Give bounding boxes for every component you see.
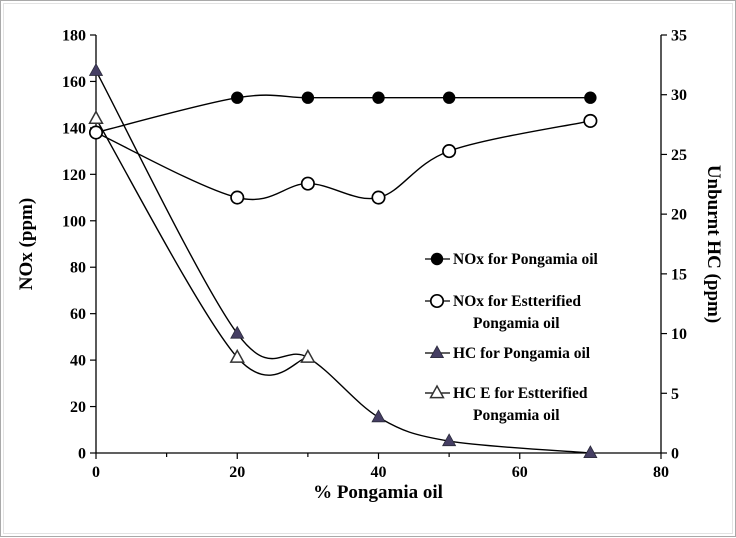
y-axis-title-left: NOx (ppm) [16, 197, 37, 291]
open-circle-marker [230, 190, 245, 205]
series-0 [89, 91, 597, 139]
legend-item-1: NOx for Estterified Pongamia oil [425, 293, 581, 332]
open-circle-marker [442, 144, 457, 159]
x-tick-label: 0 [92, 464, 100, 481]
open-circle-marker [300, 176, 315, 191]
legend-label: Pongamia oil [473, 407, 560, 424]
y-left-tick-label: 40 [70, 353, 86, 370]
filled-circle-marker [301, 91, 315, 104]
y-right-tick-label: 15 [671, 266, 687, 283]
filled-triangle-marker [230, 325, 245, 339]
y-left-tick-label: 80 [70, 260, 86, 277]
open-triangle-marker [229, 348, 245, 363]
tick-marks [90, 34, 667, 459]
open-circle-marker [371, 190, 386, 205]
filled-circle-marker [372, 91, 385, 104]
y-left-tick-label: 20 [70, 399, 86, 416]
y-left-tick-label: 60 [70, 306, 86, 323]
y-left-tick-label: 120 [62, 167, 86, 184]
series-line [95, 120, 591, 201]
y-left-tick-label: 160 [62, 74, 86, 91]
y-right-tick-label: 30 [671, 87, 687, 104]
y-right-tick-label: 25 [671, 147, 687, 164]
legend-label: HC for Pongamia oil [453, 345, 591, 362]
y-left-tick-label: 140 [62, 120, 86, 137]
series-1 [88, 113, 598, 205]
x-tick-label: 60 [512, 464, 528, 481]
filled-triangle-marker [583, 445, 598, 459]
chart-frame [3, 3, 733, 534]
filled-triangle-marker [429, 345, 445, 359]
filled-circle-marker [231, 91, 244, 104]
legend-label: NOx for Estterified [453, 293, 581, 310]
filled-circle-marker [430, 252, 444, 266]
x-tick-label: 80 [653, 464, 669, 481]
y-right-tick-label: 35 [671, 28, 687, 45]
open-circle-marker [583, 113, 598, 128]
x-tick-label: 40 [371, 464, 387, 481]
y-left-tick-label: 100 [62, 213, 86, 230]
filled-triangle-marker [371, 409, 386, 423]
x-tick-label: 20 [229, 464, 245, 481]
series-3 [88, 110, 316, 376]
legend: NOx for Pongamia oil NOx for Estterified P… [425, 251, 598, 424]
y-right-tick-label: 0 [671, 446, 679, 463]
filled-circle-marker [442, 91, 456, 104]
filled-triangle-marker [88, 63, 104, 76]
open-triangle-marker [88, 110, 104, 124]
y-left-tick-label: 0 [78, 446, 86, 463]
open-triangle-marker [429, 384, 445, 399]
legend-label: HC E for Estterified [453, 385, 588, 402]
series-line [95, 94, 591, 134]
y-right-tick-label: 5 [671, 386, 679, 403]
y-axis-title-right: Unburnt HC (ppm) [703, 164, 724, 324]
legend-label: Pongamia oil [473, 315, 560, 332]
filled-circle-marker [584, 91, 597, 104]
open-circle-marker [429, 293, 445, 309]
legend-item-0: NOx for Pongamia oil [425, 251, 598, 268]
legend-label: NOx for Pongamia oil [453, 251, 598, 268]
legend-item-3: HC E for Estterified Pongamia oil [425, 384, 588, 424]
x-axis-title: % Pongamia oil [313, 482, 443, 503]
tick-labels: 0 20 40 60 80 100 120 140 160 180 0 5 10 15 20 25 30 35 0 2… [62, 28, 687, 482]
series-line [95, 118, 309, 376]
open-circle-marker [88, 125, 104, 140]
open-triangle-marker [300, 348, 316, 363]
legend-item-2: HC for Pongamia oil [425, 345, 591, 362]
y-right-tick-label: 20 [671, 207, 687, 224]
y-left-tick-label: 180 [62, 28, 86, 45]
filled-triangle-marker [442, 433, 457, 447]
y-right-tick-label: 10 [671, 326, 687, 343]
